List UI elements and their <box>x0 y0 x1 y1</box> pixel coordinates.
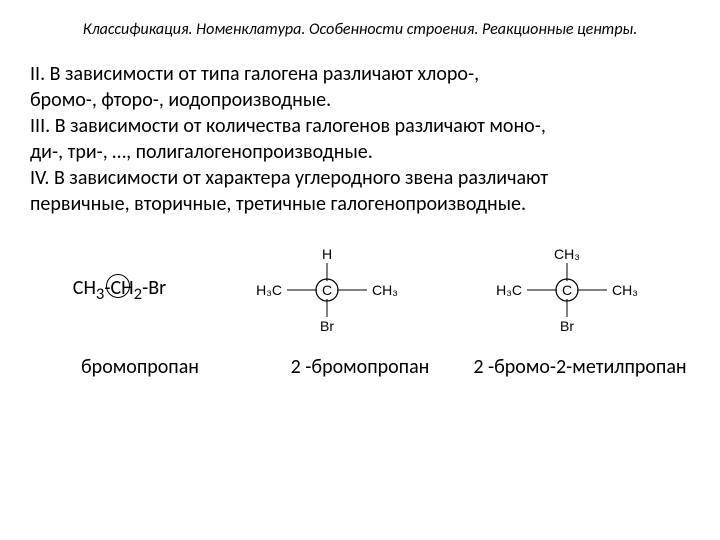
structure-3-svg: CH₃ H₃C C CH₃ Br <box>487 245 647 335</box>
f1-circled: C <box>110 276 121 300</box>
s3-center: C <box>562 282 572 298</box>
structures-row: CH3-CH2-Br H H₃C C CH₃ Br <box>30 245 690 335</box>
structure-2-svg: H H₃C C CH₃ Br <box>252 245 402 335</box>
name-3: 2 -бромо-2-метилпропан <box>470 355 690 379</box>
formula-1: CH3-CH2-Br <box>73 276 166 304</box>
s3-bottom: Br <box>560 318 574 334</box>
f1-p1: CH <box>73 276 96 300</box>
body-text: II. В зависимости от типа галогена разли… <box>30 61 690 217</box>
body-line: III. В зависимости от количества галоген… <box>30 113 690 139</box>
body-line: II. В зависимости от типа галогена разли… <box>30 61 690 87</box>
name-2: 2 -бромопропан <box>250 355 470 379</box>
slide-title: Классификация. Номенклатура. Особенности… <box>30 20 690 39</box>
structure-1: CH3-CH2-Br <box>73 276 166 304</box>
s2-left: H₃C <box>256 282 282 298</box>
body-line: первичные, вторичные, третичные галогено… <box>30 191 690 217</box>
s2-right: CH₃ <box>372 282 398 298</box>
s2-top: H <box>322 246 332 262</box>
structure-3: CH₃ H₃C C CH₃ Br <box>487 245 647 335</box>
f1-s2: 2 <box>134 284 142 304</box>
s2-center: C <box>322 282 332 298</box>
s3-right: CH₃ <box>612 282 638 298</box>
names-row: бромопропан 2 -бромопропан 2 -бромо-2-ме… <box>30 355 690 379</box>
s3-top: CH₃ <box>554 246 580 262</box>
body-line: бромо-, фторо-, иодопроизводные. <box>30 87 690 113</box>
body-line: ди-, три-, …, полигалогенопроизводные. <box>30 139 690 165</box>
body-line: IV. В зависимости от характера углеродно… <box>30 165 690 191</box>
name-1: бромопропан <box>30 355 250 379</box>
f1-h2: -Br <box>142 276 166 300</box>
s2-bottom: Br <box>320 318 334 334</box>
structure-2: H H₃C C CH₃ Br <box>252 245 402 335</box>
s3-left: H₃C <box>496 282 522 298</box>
